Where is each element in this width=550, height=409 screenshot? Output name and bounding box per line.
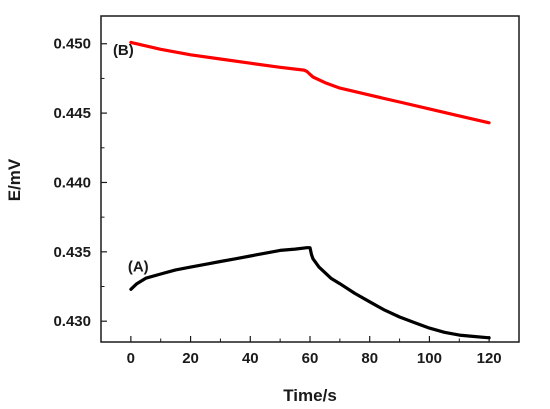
series-group xyxy=(129,40,491,340)
y-tick-label: 0.445 xyxy=(53,105,91,122)
x-tick-label: 80 xyxy=(361,350,378,367)
x-tick-label: 120 xyxy=(477,350,502,367)
x-tick-label: 60 xyxy=(302,350,319,367)
y-tick-label: 0.440 xyxy=(53,174,91,191)
series-line-1 xyxy=(129,40,491,125)
x-axis-title: Time/s xyxy=(283,386,337,405)
ticks: 0 20 40 60 80 100 120 0.430 0.435 0.440 0.445 0.450 xyxy=(53,36,501,367)
x-tick-label: 100 xyxy=(417,350,442,367)
x-tick-label: 40 xyxy=(242,350,259,367)
series-annotation: (B) xyxy=(113,42,134,59)
y-tick-label: 0.435 xyxy=(53,244,91,261)
x-tick-label: 0 xyxy=(127,350,135,367)
series-annotation: (A) xyxy=(128,258,149,275)
x-tick-label: 20 xyxy=(182,350,199,367)
y-tick-label: 0.430 xyxy=(53,313,91,330)
annotations: (A) (B) xyxy=(113,42,149,275)
y-axis-title: E/mV xyxy=(5,158,24,201)
y-tick-label: 0.450 xyxy=(53,36,91,53)
series-line-2 xyxy=(129,246,491,340)
plot-frame xyxy=(100,15,520,343)
